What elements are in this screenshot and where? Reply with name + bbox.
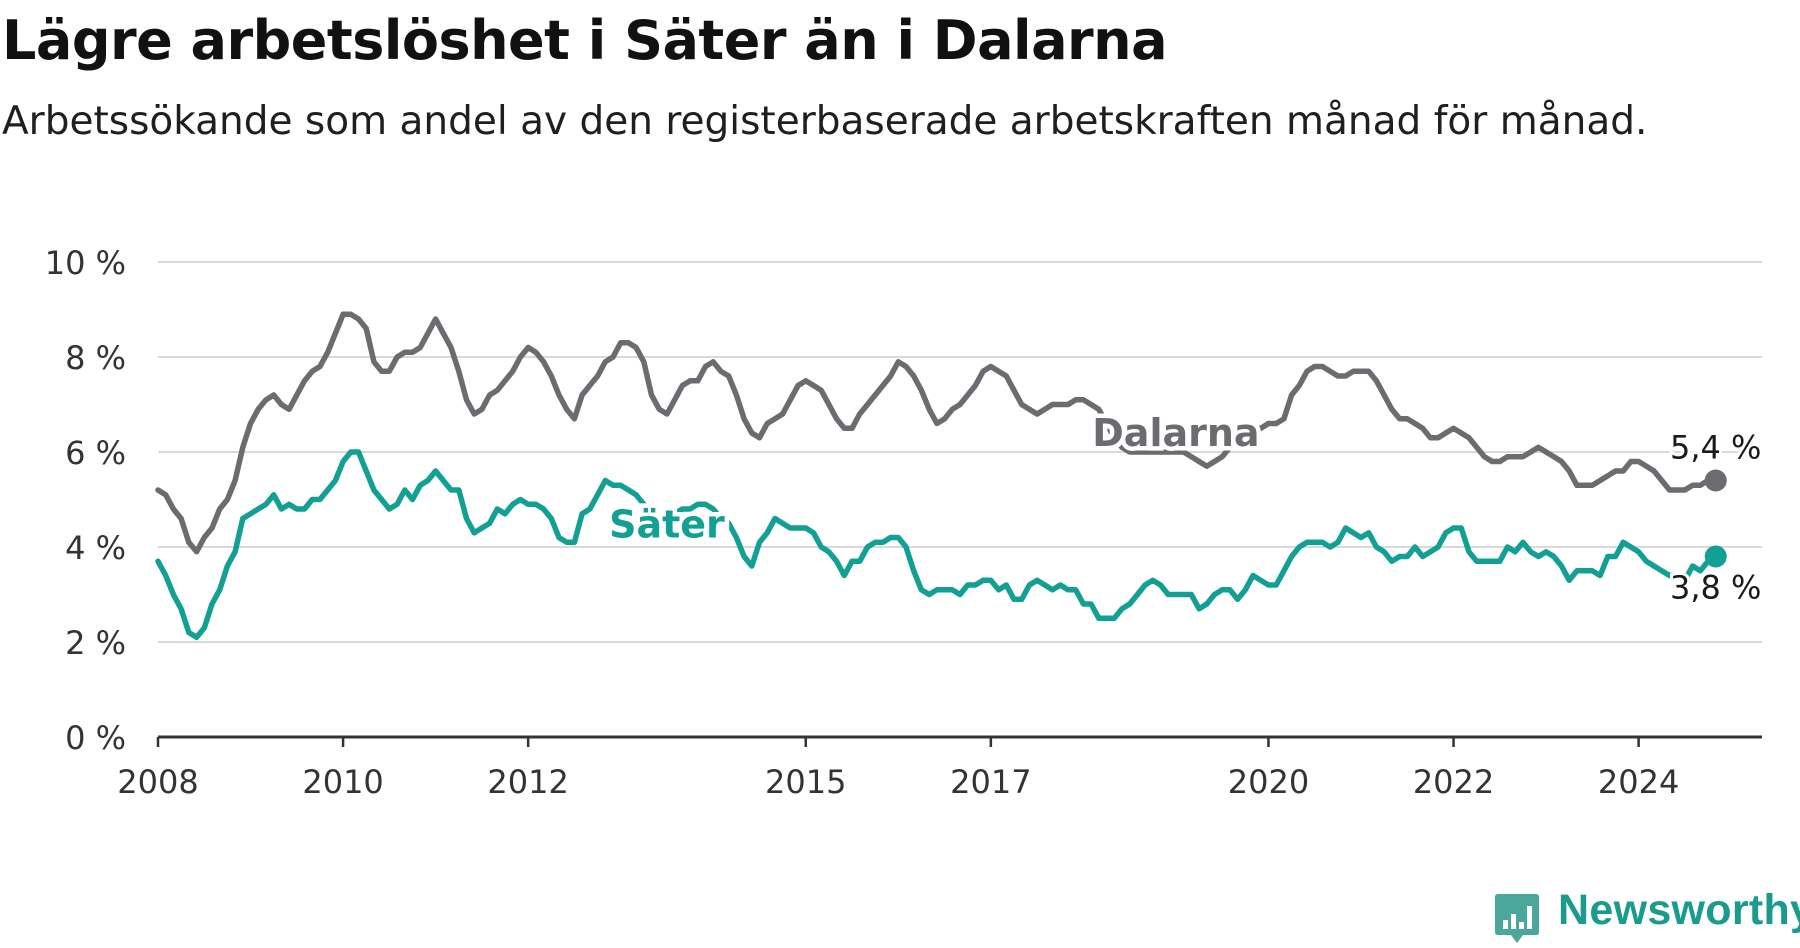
y-tick-label: 8 %: [65, 339, 126, 377]
x-tick-label: 2020: [1228, 763, 1309, 801]
series-line-dalarna: [155, 311, 1719, 555]
x-tick-label: 2024: [1598, 763, 1679, 801]
x-tick-label: 2017: [950, 763, 1031, 801]
end-marker-dalarna: [1704, 469, 1727, 492]
end-value-label-sater: 3,8 %: [1670, 569, 1761, 607]
chart-title: Lägre arbetslöshet i Säter än i Dalarna: [2, 9, 1168, 72]
y-axis-ticks: 0 % 2 % 4 % 6 % 8 % 10 %: [45, 244, 126, 757]
y-tick-label: 10 %: [45, 244, 126, 282]
x-tick-label: 2008: [117, 763, 198, 801]
series-line-sater: [155, 449, 1719, 641]
x-axis: 2008 2010 2012 2015 2017 2020 2022 2024: [117, 735, 1762, 801]
y-tick-label: 6 %: [65, 434, 126, 472]
end-marker-sater: [1704, 545, 1727, 568]
x-tick-label: 2012: [487, 763, 568, 801]
newsworthy-logo-icon: [1495, 894, 1539, 943]
y-tick-label: 0 %: [65, 719, 126, 757]
y-tick-label: 2 %: [65, 624, 126, 662]
x-tick-label: 2010: [302, 763, 383, 801]
brand-name: Newsworthy: [1558, 886, 1800, 934]
series-name-label-dalarna: Dalarna: [1092, 411, 1259, 455]
series-labels: 5,4 % 3,8 % Dalarna Säter: [605, 407, 1765, 610]
end-value-label-dalarna: 5,4 %: [1670, 429, 1761, 467]
series-name-label-sater: Säter: [609, 502, 725, 546]
series-lines: [155, 311, 1727, 641]
gridlines: [158, 261, 1762, 643]
chart-subtitle: Arbetssökande som andel av den registerb…: [2, 99, 1648, 144]
y-tick-label: 4 %: [65, 529, 126, 567]
x-tick-label: 2015: [765, 763, 846, 801]
x-tick-label: 2022: [1413, 763, 1494, 801]
